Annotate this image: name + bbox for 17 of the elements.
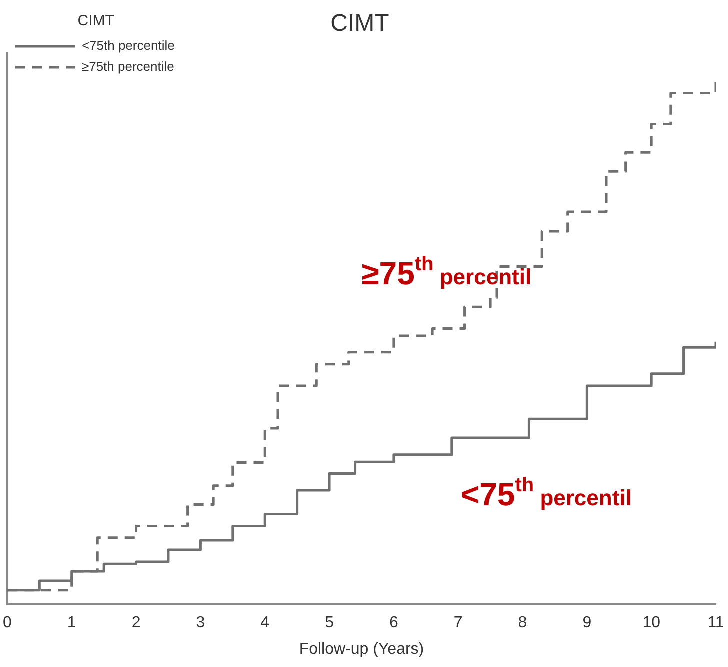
x-tick-label: 10: [642, 614, 661, 632]
x-tick-label: 9: [582, 614, 592, 632]
x-tick-label: 0: [2, 614, 12, 632]
x-tick-label: 5: [325, 614, 334, 632]
legend-title: CIMT: [78, 12, 114, 30]
legend-label: ≥75th percentile: [82, 59, 174, 74]
x-tick-label: 3: [196, 614, 206, 632]
x-tick-label: 6: [389, 614, 398, 632]
x-tick-label: 1: [67, 614, 76, 632]
x-tick-label: 4: [260, 614, 270, 632]
x-axis-title: Follow-up (Years): [299, 640, 424, 658]
x-tick-label: 8: [518, 614, 528, 632]
x-tick-label: 11: [708, 614, 724, 632]
chart-title: CIMT: [330, 10, 390, 38]
x-tick-label: 7: [454, 614, 463, 632]
legend-label: <75th percentile: [82, 38, 175, 54]
x-tick-label: 2: [132, 614, 141, 632]
